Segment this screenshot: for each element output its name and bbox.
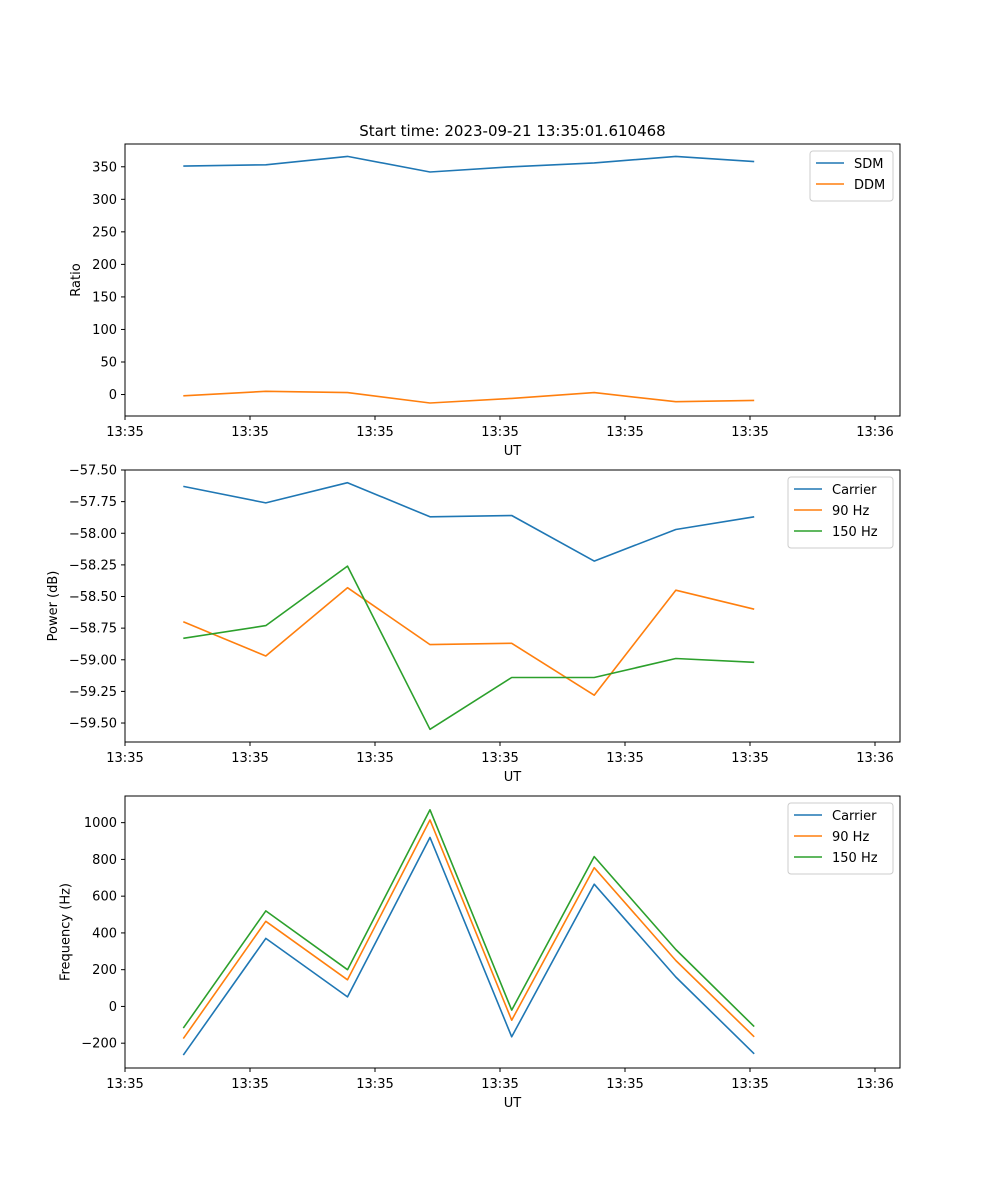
x-tick-label: 13:35 — [481, 751, 518, 766]
axes-frame — [124, 469, 901, 743]
y-tick-label: −58.00 — [69, 527, 117, 542]
legend-label: SDM — [854, 157, 883, 172]
series-line-90-hz — [182, 586, 755, 697]
y-tick-label: 400 — [92, 926, 117, 941]
x-tick-label: 13:35 — [106, 751, 143, 766]
x-tick-label: 13:35 — [731, 1077, 768, 1092]
legend-label: Carrier — [832, 483, 877, 498]
x-tick-label: 13:35 — [231, 425, 268, 440]
y-tick-label: 200 — [92, 963, 117, 978]
legend-label: 90 Hz — [832, 504, 869, 519]
y-tick-label: 50 — [100, 355, 117, 370]
series-line-150-hz — [182, 808, 755, 1029]
x-tick-label: 13:35 — [231, 751, 268, 766]
x-tick-label: 13:35 — [106, 1077, 143, 1092]
x-axis-label: UT — [504, 1096, 522, 1111]
y-tick-label: 150 — [92, 290, 117, 305]
x-tick-label: 13:35 — [731, 751, 768, 766]
legend-label: 90 Hz — [832, 830, 869, 845]
x-tick-label: 13:35 — [606, 751, 643, 766]
legend-label: 150 Hz — [832, 851, 878, 866]
ratio-subplot: 13:35 13:35 13:35 13:35 13:35 13:35 13:36 0 50 10… — [69, 143, 901, 459]
y-tick-label: −57.75 — [69, 495, 117, 510]
x-tick-label: 13:35 — [356, 1077, 393, 1092]
y-tick-label: 600 — [92, 890, 117, 905]
y-tick-label: −200 — [81, 1037, 117, 1052]
x-tick-label: 13:36 — [856, 1077, 893, 1092]
y-tick-label: 0 — [109, 1000, 117, 1015]
y-axis-label: Ratio — [69, 263, 84, 296]
power-subplot: 13:35 13:35 13:35 13:35 13:35 13:35 13:36 −57.5… — [46, 464, 901, 785]
series-line-carrier — [182, 836, 755, 1056]
series-line-90-hz — [182, 819, 755, 1040]
x-tick-label: 13:35 — [481, 425, 518, 440]
x-tick-label: 13:35 — [356, 425, 393, 440]
y-tick-label: 0 — [109, 388, 117, 403]
x-tick-label: 13:35 — [106, 425, 143, 440]
x-tick-label: 13:35 — [481, 1077, 518, 1092]
axes-frame — [124, 795, 901, 1069]
y-tick-label: 800 — [92, 853, 117, 868]
axes-frame — [124, 143, 901, 417]
y-tick-label: 1000 — [84, 816, 117, 831]
legend-label: 150 Hz — [832, 525, 878, 540]
legend: Carrier 90 Hz 150 Hz — [787, 476, 894, 549]
x-tick-label: 13:36 — [856, 751, 893, 766]
x-tick-label: 13:35 — [231, 1077, 268, 1092]
x-axis-label: UT — [504, 770, 522, 785]
y-tick-label: 350 — [92, 160, 117, 175]
legend-label: DDM — [854, 178, 885, 193]
y-axis-label: Power (dB) — [46, 571, 61, 642]
y-tick-label: −57.50 — [69, 464, 117, 479]
y-axis-label: Frequency (Hz) — [58, 883, 73, 981]
y-tick-label: 300 — [92, 193, 117, 208]
series-line-ddm — [183, 390, 755, 404]
x-tick-label: 13:35 — [731, 425, 768, 440]
y-tick-label: 100 — [92, 323, 117, 338]
y-tick-label: −58.50 — [69, 590, 117, 605]
legend: Carrier 90 Hz 150 Hz — [787, 802, 894, 875]
x-tick-label: 13:35 — [606, 425, 643, 440]
y-tick-label: −58.25 — [69, 558, 117, 573]
frequency-subplot: 13:35 13:35 13:35 13:35 13:35 13:35 13:36 −200 0… — [58, 795, 901, 1111]
legend: SDM DDM — [809, 150, 894, 202]
series-line-carrier — [183, 481, 755, 562]
series-line-sdm — [183, 155, 755, 173]
y-tick-label: 200 — [92, 258, 117, 273]
x-tick-label: 13:36 — [856, 425, 893, 440]
legend-label: Carrier — [832, 809, 877, 824]
y-tick-label: −59.25 — [69, 685, 117, 700]
x-tick-label: 13:35 — [606, 1077, 643, 1092]
y-tick-label: −59.50 — [69, 717, 117, 732]
y-tick-label: −59.00 — [69, 653, 117, 668]
y-tick-label: 250 — [92, 225, 117, 240]
x-tick-label: 13:35 — [356, 751, 393, 766]
y-tick-label: −58.75 — [69, 622, 117, 637]
x-axis-label: UT — [504, 444, 522, 459]
figure-title: Start time: 2023-09-21 13:35:01.610468 — [359, 122, 665, 140]
series-line-150-hz — [183, 565, 755, 731]
